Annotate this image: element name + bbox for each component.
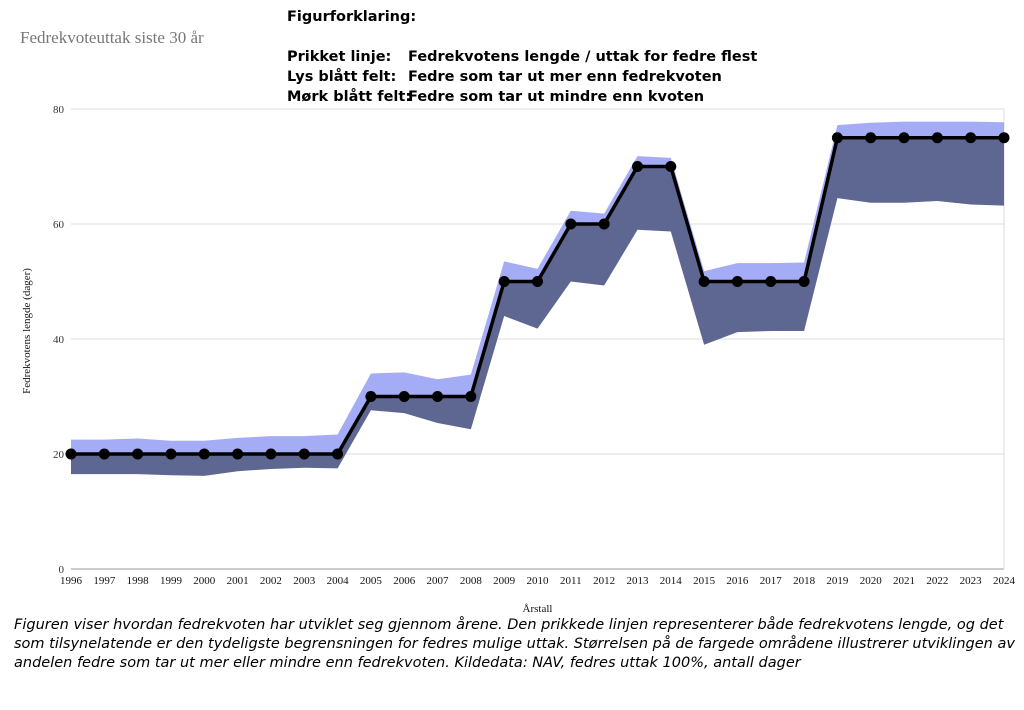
x-tick-label-2020: 2020 <box>860 575 883 587</box>
quota-point-2007 <box>432 391 444 402</box>
x-tick-label-2013: 2013 <box>626 575 649 587</box>
chart-plot: 0 20 40 60 80 1996 1997 1998 1999 2000 2001 2002 200… <box>21 104 1016 615</box>
quota-point-2012 <box>598 218 610 230</box>
x-tick-label-1996: 1996 <box>60 575 83 587</box>
legend-desc-light: Fedre som tar ut mer enn fedrekvoten <box>408 69 722 85</box>
y-tick-label-20: 20 <box>53 449 65 461</box>
x-tick-label-1999: 1999 <box>160 575 183 587</box>
quota-point-2013 <box>631 161 643 172</box>
y-tick-label-0: 0 <box>59 564 65 576</box>
x-tick-label-2022: 2022 <box>926 575 948 587</box>
quota-point-2023 <box>965 132 977 144</box>
x-tick-label-2004: 2004 <box>327 575 350 587</box>
quota-point-2002 <box>265 448 277 460</box>
quota-point-2017 <box>765 276 777 287</box>
quota-point-2011 <box>565 218 577 230</box>
legend-row-line: Prikket linje: Fedrekvotens lengde / utt… <box>287 47 757 67</box>
legend-key-light: Lys blått felt: <box>287 69 397 85</box>
x-tick-label-2006: 2006 <box>393 575 416 587</box>
quota-point-2004 <box>332 448 344 460</box>
quota-point-2022 <box>931 132 943 144</box>
x-tick-label-1997: 1997 <box>93 575 116 587</box>
dark-band-area <box>71 137 1004 476</box>
quota-point-2003 <box>298 448 310 460</box>
quota-point-1997 <box>98 448 110 460</box>
x-tick-label-2009: 2009 <box>493 575 516 587</box>
legend-key-dark: Mørk blått felt: <box>287 89 412 105</box>
x-tick-label-2005: 2005 <box>360 575 383 587</box>
quota-point-2000 <box>198 448 210 460</box>
quota-point-2024 <box>998 132 1010 144</box>
x-tick-label-2018: 2018 <box>793 575 816 587</box>
quota-point-2018 <box>798 276 810 287</box>
quota-point-1996 <box>65 448 77 460</box>
legend-desc-line: Fedrekvotens lengde / uttak for fedre fl… <box>408 49 758 65</box>
chart-title: Fedrekvoteuttak siste 30 år <box>20 28 204 47</box>
quota-point-2009 <box>498 276 510 287</box>
y-axis-label: Fedrekvotens lengde (dager) <box>21 268 33 394</box>
y-tick-label-80: 80 <box>53 104 65 116</box>
quota-point-2010 <box>532 276 543 287</box>
quota-point-2016 <box>731 276 743 287</box>
quota-point-2005 <box>365 391 377 402</box>
x-tick-label-2003: 2003 <box>293 575 316 587</box>
x-axis-label: Årstall <box>523 603 553 615</box>
x-tick-label-2002: 2002 <box>260 575 282 587</box>
figure-caption: Figuren viser hvordan fedrekvoten har ut… <box>14 617 1015 671</box>
x-tick-label-2001: 2001 <box>227 575 249 587</box>
quota-point-2021 <box>898 132 910 144</box>
quota-point-2015 <box>698 276 710 287</box>
x-tick-label-2012: 2012 <box>593 575 615 587</box>
y-tick-label-60: 60 <box>53 219 65 231</box>
legend-heading: Figurforklaring: <box>287 9 417 25</box>
quota-point-2006 <box>398 391 410 402</box>
x-tick-label-2015: 2015 <box>693 575 716 587</box>
legend-desc-dark: Fedre som tar ut mindre enn kvoten <box>408 89 705 105</box>
quota-point-2019 <box>831 132 843 144</box>
x-tick-label-2007: 2007 <box>427 575 450 587</box>
x-tick-label-2023: 2023 <box>960 575 983 587</box>
x-tick-label-2000: 2000 <box>193 575 216 587</box>
quota-point-2014 <box>665 161 677 172</box>
x-tick-label-2011: 2011 <box>560 575 582 587</box>
quota-point-2020 <box>865 132 877 144</box>
quota-point-2001 <box>232 448 244 460</box>
x-tick-label-2016: 2016 <box>726 575 749 587</box>
legend-row-dark: Mørk blått felt: Fedre som tar ut mindre… <box>287 87 757 107</box>
x-tick-label-1998: 1998 <box>127 575 150 587</box>
x-tick-label-2017: 2017 <box>760 575 783 587</box>
legend-row-light: Lys blått felt: Fedre som tar ut mer enn… <box>287 67 757 87</box>
x-tick-label-2008: 2008 <box>460 575 483 587</box>
x-tick-label-2019: 2019 <box>826 575 849 587</box>
quota-point-2008 <box>465 391 477 402</box>
x-tick-label-2010: 2010 <box>527 575 550 587</box>
y-tick-label-40: 40 <box>53 334 65 346</box>
quota-point-1999 <box>165 448 177 460</box>
x-tick-label-2024: 2024 <box>993 575 1016 587</box>
legend-key-line: Prikket linje: <box>287 49 392 65</box>
legend-box: Figurforklaring: Prikket linje: Fedrekvo… <box>287 7 757 107</box>
x-tick-label-2014: 2014 <box>660 575 683 587</box>
quota-point-1998 <box>132 448 144 460</box>
x-tick-label-2021: 2021 <box>893 575 915 587</box>
